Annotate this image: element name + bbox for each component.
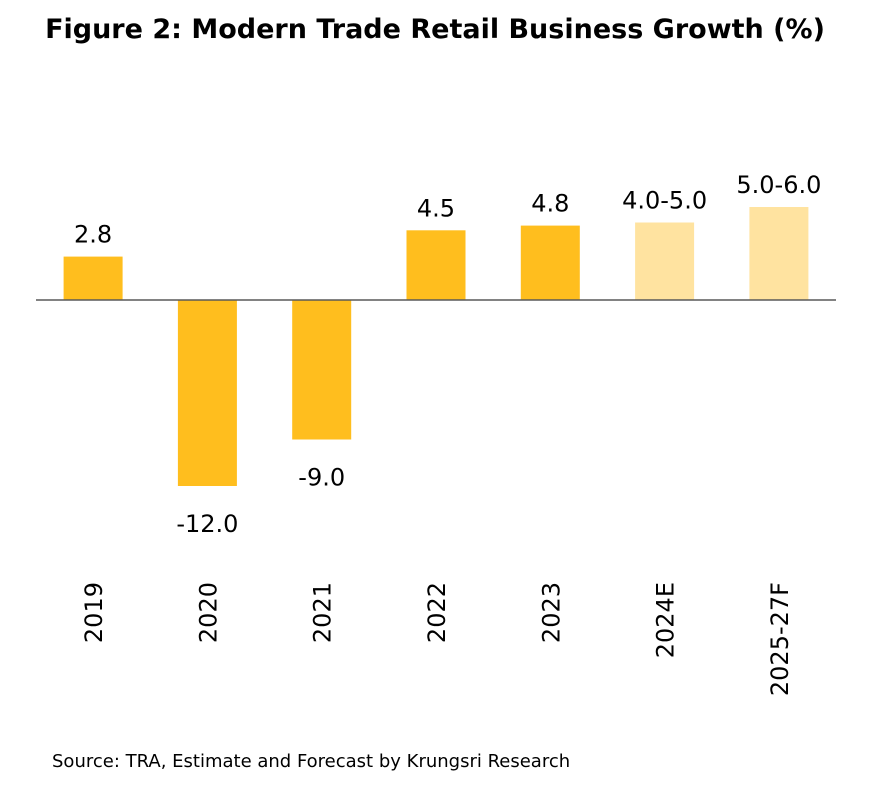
bar-2023 — [520, 225, 580, 300]
bar-2025-27f — [749, 207, 809, 300]
labels-layer: 2.8 2019 -12.0 2020 -9.0 2021 4.5 2022 4.8 2023 4.… — [74, 171, 821, 696]
tick-label-2024e: 2024E — [652, 582, 680, 658]
chart-title: Figure 2: Modern Trade Retail Business G… — [45, 14, 825, 45]
tick-label-2023: 2023 — [537, 582, 565, 643]
tick-label-2022: 2022 — [423, 582, 451, 643]
bar-2021 — [292, 300, 352, 440]
bar-2024e — [635, 222, 695, 300]
data-label-2019: 2.8 — [74, 221, 112, 249]
tick-label-2025-27f: 2025-27F — [766, 582, 794, 696]
source-note: Source: TRA, Estimate and Forecast by Kr… — [52, 751, 571, 772]
tick-label-2020: 2020 — [194, 582, 222, 643]
bars-layer — [63, 207, 809, 486]
bar-2020 — [177, 300, 237, 486]
data-label-2021: -9.0 — [298, 464, 345, 492]
data-label-2025-27f: 5.0-6.0 — [736, 171, 821, 199]
data-label-2023: 4.8 — [531, 190, 569, 218]
data-label-2024e: 4.0-5.0 — [622, 187, 707, 215]
tick-label-2019: 2019 — [80, 582, 108, 643]
bar-2019 — [63, 256, 123, 300]
bar-2022 — [406, 230, 466, 301]
tick-label-2021: 2021 — [309, 582, 337, 643]
data-label-2020: -12.0 — [176, 510, 238, 538]
data-label-2022: 4.5 — [417, 194, 455, 222]
